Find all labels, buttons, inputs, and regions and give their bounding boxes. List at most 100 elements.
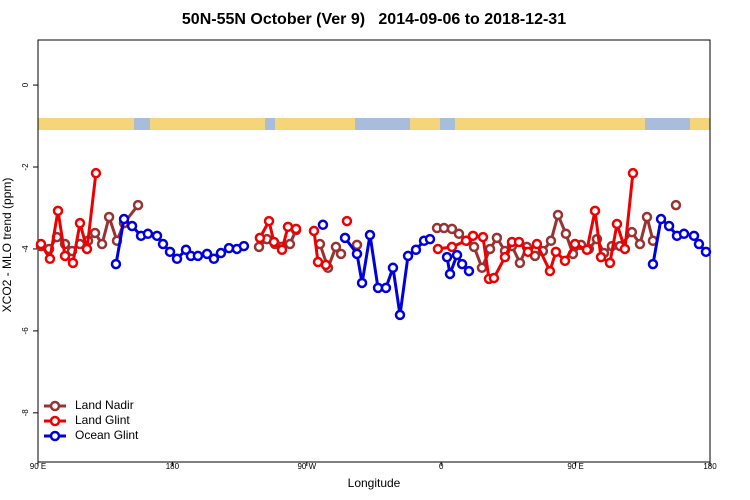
point [341, 215, 353, 227]
point [118, 213, 130, 225]
x-tick-label: 180 [703, 462, 717, 471]
point [424, 233, 436, 245]
plot-frame [37, 39, 711, 463]
point [456, 258, 468, 270]
point [441, 251, 453, 263]
point [317, 219, 329, 231]
point [663, 220, 675, 232]
point [451, 249, 463, 261]
point [157, 238, 169, 250]
point [484, 243, 496, 255]
point [394, 309, 406, 321]
point [320, 259, 332, 271]
point [647, 258, 659, 270]
point [453, 228, 465, 240]
point [688, 230, 700, 242]
point [35, 238, 47, 250]
point [467, 230, 479, 242]
x-tick-label: 90 W [297, 462, 316, 471]
y-axis-label: XCO2 - MLO trend (ppm) [0, 178, 14, 313]
point [308, 225, 320, 237]
point [356, 277, 368, 289]
x-tick-label: 180 [166, 462, 180, 471]
point [595, 251, 607, 263]
point [132, 199, 144, 211]
point [201, 248, 213, 260]
point [364, 229, 376, 241]
point [263, 215, 275, 227]
point [700, 246, 712, 258]
point [215, 247, 227, 259]
point [604, 257, 616, 269]
point [627, 167, 639, 179]
point [387, 262, 399, 274]
point [491, 232, 503, 244]
point [126, 220, 138, 232]
point [655, 213, 667, 225]
x-tick-label: 90 E [567, 462, 583, 471]
point [142, 228, 154, 240]
point [477, 231, 489, 243]
point [284, 238, 296, 250]
point [463, 265, 475, 277]
point [74, 217, 86, 229]
point [164, 246, 176, 258]
point [545, 235, 557, 247]
point [89, 227, 101, 239]
point [581, 244, 593, 256]
point [380, 282, 392, 294]
point [641, 211, 653, 223]
point [410, 244, 422, 256]
point [488, 272, 500, 284]
point [96, 238, 108, 250]
point [634, 238, 646, 250]
point [192, 250, 204, 262]
point [550, 246, 562, 258]
point [560, 228, 572, 240]
legend-marker [49, 400, 61, 412]
point [90, 167, 102, 179]
point [559, 255, 571, 267]
y-tick-label: -4 [21, 245, 30, 253]
point [268, 236, 280, 248]
point [476, 262, 488, 274]
legend-label: Land Glint [75, 413, 130, 427]
point [432, 243, 444, 255]
legend-marker [49, 415, 61, 427]
point [626, 226, 638, 238]
point [670, 199, 682, 211]
point [171, 253, 183, 265]
point [330, 241, 342, 253]
point [254, 232, 266, 244]
point [238, 240, 250, 252]
point [52, 205, 64, 217]
point [513, 236, 525, 248]
point [446, 223, 458, 235]
point [552, 209, 564, 221]
point [514, 257, 526, 269]
legend-marker [49, 430, 61, 442]
point [444, 268, 456, 280]
point [253, 241, 265, 253]
point [339, 232, 351, 244]
point [569, 238, 581, 250]
point [151, 230, 163, 242]
x-tick-label: 0 [439, 462, 444, 471]
y-tick-label: -8 [21, 409, 30, 417]
x-axis-label: Longitude [348, 476, 401, 490]
point [460, 235, 472, 247]
point [290, 223, 302, 235]
y-tick-label: -6 [21, 327, 30, 335]
point [522, 246, 534, 258]
point [81, 243, 93, 255]
point [678, 228, 690, 240]
x-tick-label: 90 E [30, 462, 46, 471]
surface-strip [38, 118, 710, 130]
point [103, 211, 115, 223]
chart-title: 50N-55N October (Ver 9) 2014-09-06 to 20… [182, 11, 566, 28]
point [276, 244, 288, 256]
legend-label: Ocean Glint [75, 428, 139, 442]
point [59, 250, 71, 262]
y-tick-label: -2 [21, 163, 30, 171]
